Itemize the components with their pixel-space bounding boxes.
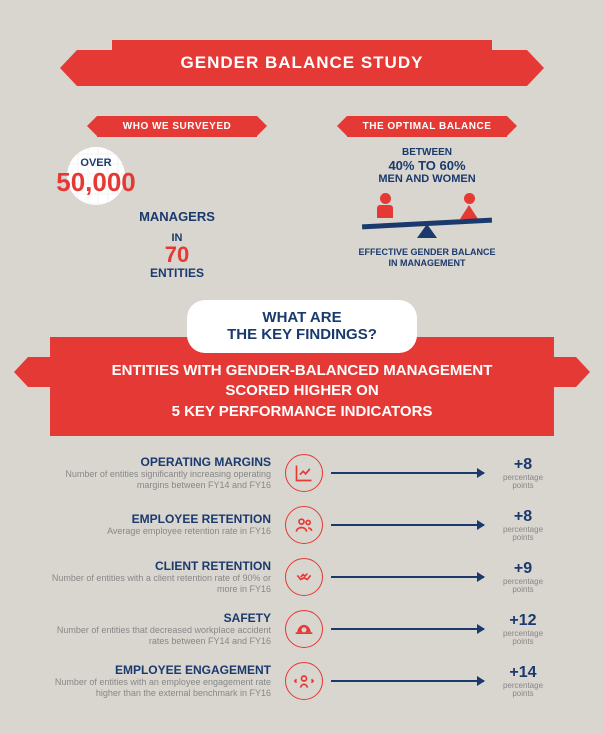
people-icon — [285, 506, 323, 544]
optimal-column: THE OPTIMAL BALANCE BETWEEN 40% TO 60% M… — [317, 116, 537, 280]
arrow-icon — [331, 680, 484, 682]
kpi-row: EMPLOYEE ENGAGEMENTNumber of entities wi… — [50, 662, 554, 700]
kpi-unit: percentagepoints — [492, 682, 554, 698]
kpi-row: EMPLOYEE RETENTIONAverage employee reten… — [50, 506, 554, 544]
findings-section: WHAT ARE THE KEY FINDINGS? ENTITIES WITH… — [50, 300, 554, 436]
optimal-flag: THE OPTIMAL BALANCE — [347, 116, 507, 137]
kpi-desc: Number of entities significantly increas… — [50, 469, 271, 491]
seesaw-icon — [352, 191, 502, 241]
findings-bubble: WHAT ARE THE KEY FINDINGS? — [187, 300, 417, 353]
kpi-value: +12 — [492, 612, 554, 630]
arrow-icon — [331, 524, 484, 526]
survey-column: WHO WE SURVEYED OVER 50,000 MANAGERS IN … — [67, 116, 287, 280]
hardhat-icon — [285, 610, 323, 648]
kpi-value: +9 — [492, 560, 554, 578]
kpi-value: +8 — [492, 508, 554, 526]
kpi-row: SAFETYNumber of entities that decreased … — [50, 610, 554, 648]
kpi-unit: percentagepoints — [492, 630, 554, 646]
engage-icon — [285, 662, 323, 700]
kpi-unit: percentagepoints — [492, 578, 554, 594]
kpi-desc: Average employee retention rate in FY16 — [50, 526, 271, 537]
kpi-unit: percentagepoints — [492, 474, 554, 490]
arrow-icon — [331, 472, 484, 474]
kpi-title: OPERATING MARGINS — [50, 455, 271, 469]
title-banner: GENDER BALANCE STUDY — [112, 40, 492, 86]
kpi-title: SAFETY — [50, 611, 271, 625]
survey-flag: WHO WE SURVEYED — [97, 116, 257, 137]
title-text: GENDER BALANCE STUDY — [112, 40, 492, 86]
kpi-value: +14 — [492, 664, 554, 682]
kpi-title: EMPLOYEE RETENTION — [50, 512, 271, 526]
globe-icon: OVER 50,000 — [67, 147, 125, 205]
kpi-row: OPERATING MARGINSNumber of entities sign… — [50, 454, 554, 492]
kpi-title: EMPLOYEE ENGAGEMENT — [50, 663, 271, 677]
chart-icon — [285, 454, 323, 492]
kpi-row: CLIENT RETENTIONNumber of entities with … — [50, 558, 554, 596]
kpi-desc: Number of entities with an employee enga… — [50, 677, 271, 699]
kpi-list: OPERATING MARGINSNumber of entities sign… — [50, 454, 554, 700]
handshake-icon — [285, 558, 323, 596]
arrow-icon — [331, 576, 484, 578]
arrow-icon — [331, 628, 484, 630]
kpi-desc: Number of entities with a client retenti… — [50, 573, 271, 595]
kpi-unit: percentagepoints — [492, 526, 554, 542]
kpi-value: +8 — [492, 456, 554, 474]
kpi-desc: Number of entities that decreased workpl… — [50, 625, 271, 647]
kpi-title: CLIENT RETENTION — [50, 559, 271, 573]
